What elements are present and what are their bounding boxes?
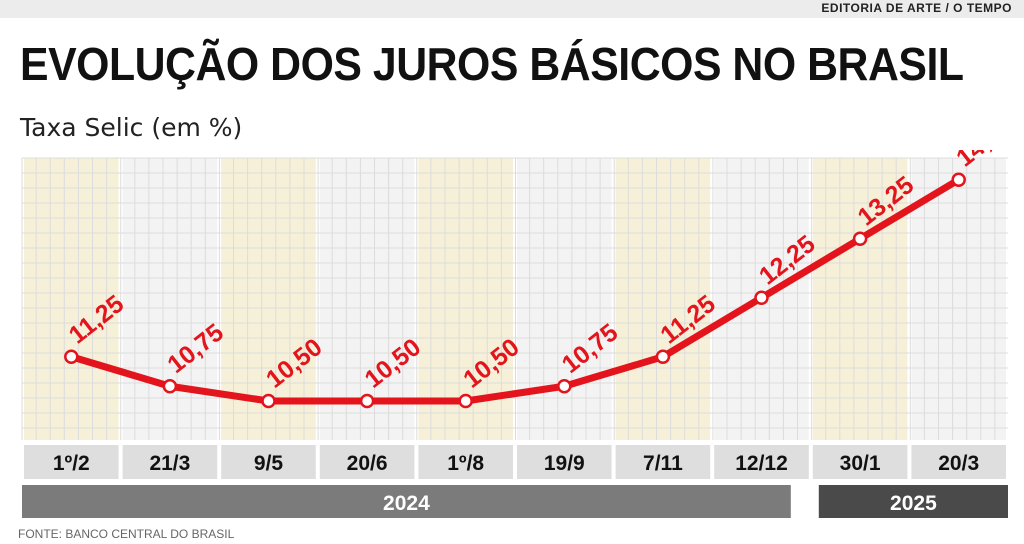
category-label: 1º/8 bbox=[447, 452, 484, 475]
category-box bbox=[714, 445, 809, 479]
credit-label: EDITORIA DE ARTE / O TEMPO bbox=[821, 1, 1012, 15]
category-box bbox=[24, 445, 119, 479]
category-label: 20/6 bbox=[347, 452, 388, 475]
category-box bbox=[615, 445, 711, 479]
data-point bbox=[64, 349, 79, 364]
category-label: 7/11 bbox=[643, 452, 683, 475]
top-bar: EDITORIA DE ARTE / O TEMPO bbox=[0, 0, 1024, 18]
category-box bbox=[812, 445, 908, 479]
column-band bbox=[812, 158, 908, 440]
year-bar bbox=[818, 485, 1008, 518]
chart-title: EVOLUÇÃO DOS JUROS BÁSICOS NO BRASIL bbox=[20, 38, 964, 90]
selic-series-line bbox=[67, 176, 963, 405]
chart-subtitle: Taxa Selic (em %) bbox=[20, 113, 243, 142]
data-point bbox=[458, 393, 473, 409]
column-band bbox=[24, 158, 119, 440]
category-box bbox=[221, 445, 316, 479]
category-label: 30/1 bbox=[840, 452, 881, 475]
category-label: 1º/2 bbox=[53, 452, 90, 475]
category-label: 9/5 bbox=[254, 452, 284, 475]
category-label: 19/9 bbox=[544, 452, 585, 475]
column-band bbox=[615, 158, 711, 440]
column-band bbox=[319, 158, 415, 440]
column-band bbox=[911, 158, 1006, 440]
data-point bbox=[162, 379, 178, 394]
selic-line-chart: 11,25 10,75 10,50 10,50 10,50 10,75 11,2512,25… bbox=[21, 150, 1018, 518]
category-box bbox=[517, 445, 612, 479]
data-point bbox=[557, 379, 572, 394]
data-point bbox=[261, 393, 276, 409]
category-box bbox=[122, 445, 218, 479]
category-box bbox=[319, 445, 415, 479]
year-label: 2025 bbox=[890, 492, 937, 515]
data-point bbox=[754, 290, 769, 305]
data-point bbox=[655, 349, 671, 364]
source-note: FONTE: BANCO CENTRAL DO BRASIL bbox=[18, 527, 235, 541]
data-point bbox=[359, 393, 375, 409]
category-label: 20/3 bbox=[938, 452, 979, 475]
category-box bbox=[911, 445, 1006, 479]
year-bar bbox=[22, 485, 791, 518]
category-label: 21/3 bbox=[149, 452, 190, 475]
category-label: 12/12 bbox=[735, 452, 788, 475]
category-box bbox=[418, 445, 513, 479]
data-point bbox=[951, 172, 966, 187]
data-point bbox=[852, 231, 868, 246]
year-label: 2024 bbox=[383, 492, 430, 515]
